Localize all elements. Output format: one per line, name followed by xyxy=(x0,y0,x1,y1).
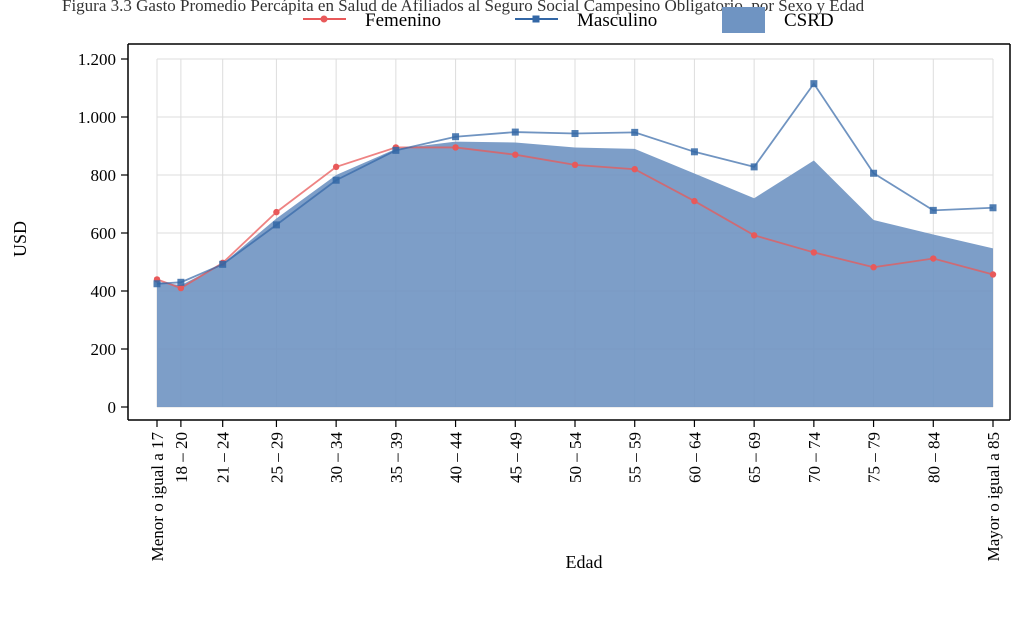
point-femenino xyxy=(177,284,185,292)
legend: Femenino Masculino CSRD xyxy=(303,7,834,33)
point-femenino xyxy=(810,249,818,256)
x-tick-label: 45 – 49 xyxy=(506,432,525,483)
y-tick-label: 400 xyxy=(91,282,117,301)
x-tick-label: 65 – 69 xyxy=(745,432,764,483)
point-masculino xyxy=(690,148,698,156)
legend-swatch-csrd xyxy=(722,7,765,33)
x-tick-label: 35 – 39 xyxy=(387,432,406,483)
x-tick-label: Mayor o igual a 85 xyxy=(984,432,1003,561)
point-masculino xyxy=(452,133,460,141)
point-femenino xyxy=(691,197,698,205)
x-tick-label: 60 – 64 xyxy=(685,432,704,484)
x-tick-label: Menor o igual a 17 xyxy=(148,432,167,562)
point-masculino xyxy=(332,176,340,184)
point-masculino xyxy=(177,278,185,286)
x-tick-label: 55 – 59 xyxy=(626,432,645,483)
point-femenino xyxy=(273,208,280,216)
x-tick-label: 18 – 20 xyxy=(172,432,191,483)
x-tick-label: 25 – 29 xyxy=(267,432,286,483)
x-tick-label: 40 – 44 xyxy=(447,432,466,484)
x-tick-label: 30 – 34 xyxy=(327,432,346,484)
legend-label-csrd: CSRD xyxy=(784,10,834,31)
legend-label-masculino: Masculino xyxy=(577,10,657,31)
y-tick-label: 600 xyxy=(91,224,117,243)
point-femenino xyxy=(989,271,997,278)
lines-layer xyxy=(153,80,997,292)
x-tick-label: 21 – 24 xyxy=(214,432,233,484)
point-masculino xyxy=(571,130,579,138)
point-masculino xyxy=(219,260,227,268)
chart-title: Figura 3.3 Gasto Promedio Percápita en S… xyxy=(62,0,865,15)
point-femenino xyxy=(870,264,877,271)
point-masculino xyxy=(631,128,639,136)
x-tick-label: 50 – 54 xyxy=(566,432,585,484)
point-masculino xyxy=(989,204,997,212)
x-tick-label: 70 – 74 xyxy=(805,432,824,484)
point-femenino xyxy=(512,151,519,158)
area-layer xyxy=(157,141,993,407)
point-masculino xyxy=(272,221,280,229)
y-ticks: 0 200 400 600 800 1.000 1.200 xyxy=(78,50,128,417)
x-tick-label: 75 – 79 xyxy=(865,432,884,483)
area-csrd xyxy=(157,141,993,407)
point-femenino xyxy=(332,163,340,171)
line-femenino xyxy=(156,146,994,290)
axes xyxy=(127,43,1011,421)
legend-marker-masculino xyxy=(532,15,540,23)
point-femenino xyxy=(452,144,459,151)
point-masculino xyxy=(511,128,519,136)
point-femenino xyxy=(930,255,937,262)
y-tick-label: 200 xyxy=(91,340,117,359)
y-tick-label: 800 xyxy=(91,166,117,185)
y-axis-title: USD xyxy=(10,221,30,257)
legend-marker-femenino xyxy=(320,15,328,23)
point-masculino xyxy=(870,169,878,177)
y-tick-label: 1.200 xyxy=(78,50,116,69)
point-femenino xyxy=(750,232,758,239)
y-tick-label: 1.000 xyxy=(78,108,116,127)
x-ticks: Menor o igual a 17 18 – 20 21 – 24 25 – 29 3… xyxy=(148,420,1003,561)
point-masculino xyxy=(392,146,400,154)
x-tick-label: 80 – 84 xyxy=(924,432,943,484)
point-masculino xyxy=(153,280,161,288)
point-femenino xyxy=(571,161,579,169)
y-tick-label: 0 xyxy=(108,398,117,417)
legend-label-femenino: Femenino xyxy=(365,10,441,31)
point-femenino xyxy=(631,166,638,173)
point-masculino xyxy=(810,80,818,88)
point-masculino xyxy=(750,163,758,171)
point-masculino xyxy=(929,206,937,214)
line-masculino xyxy=(156,82,994,285)
x-axis-title: Edad xyxy=(566,552,603,572)
